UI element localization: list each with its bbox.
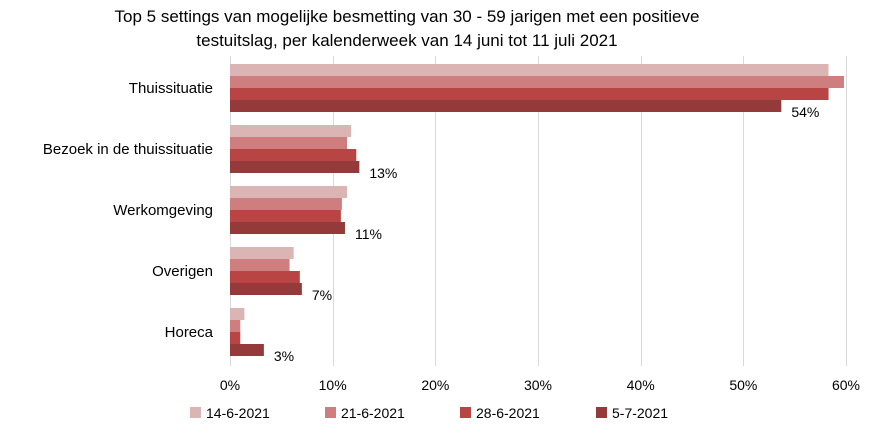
bar-3-0 [230, 247, 294, 259]
bar-2-1 [230, 198, 342, 210]
bar-1-2 [230, 149, 357, 161]
bar-3-2 [230, 271, 300, 283]
legend-label-3: 5-7-2021 [612, 405, 668, 421]
x-tick-label-5: 50% [729, 377, 757, 393]
x-tick-label-6: 60% [832, 377, 860, 393]
bar-2-3 [230, 222, 345, 234]
bar-3-3 [230, 283, 302, 295]
x-tick-label-3: 30% [524, 377, 552, 393]
legend-swatch-1 [325, 407, 336, 418]
category-label-3: Overigen [152, 263, 213, 280]
legend-label-0: 14-6-2021 [206, 405, 270, 421]
chart-title: Top 5 settings van mogelijke besmetting … [115, 7, 700, 50]
x-tick-label-1: 10% [319, 377, 347, 393]
bar-4-3 [230, 344, 264, 356]
data-label-0: 54% [791, 104, 819, 120]
legend-label-2: 28-6-2021 [476, 405, 540, 421]
bars [230, 64, 844, 356]
bar-3-1 [230, 259, 290, 271]
x-axis-tick-labels: 0% 10% 20% 30% 40% 50% 60% [220, 377, 860, 393]
bar-0-3 [230, 100, 782, 112]
legend-swatch-0 [190, 407, 201, 418]
legend-item-1: 21-6-2021 [325, 405, 405, 421]
category-label-2: Werkomgeving [113, 202, 213, 219]
bar-4-2 [230, 332, 241, 344]
bar-1-0 [230, 125, 352, 137]
legend-swatch-3 [596, 407, 607, 418]
data-labels: 54% 13% 11% 7% 3% [274, 104, 819, 364]
bar-1-3 [230, 161, 360, 173]
bar-0-1 [230, 76, 844, 88]
bar-2-0 [230, 186, 348, 198]
x-tick-label-4: 40% [627, 377, 655, 393]
bar-1-1 [230, 137, 348, 149]
chart-title-line-1: Top 5 settings van mogelijke besmetting … [115, 7, 700, 26]
legend-swatch-2 [460, 407, 471, 418]
category-label-1: Bezoek in de thuissituatie [43, 141, 213, 158]
category-labels: Thuissituatie Bezoek in de thuissituatie W… [43, 80, 214, 341]
legend-item-0: 14-6-2021 [190, 405, 270, 421]
x-tick-label-0: 0% [220, 377, 240, 393]
legend-item-3: 5-7-2021 [596, 405, 668, 421]
data-label-2: 11% [355, 226, 382, 242]
bar-0-2 [230, 88, 829, 100]
data-label-1: 13% [369, 165, 397, 181]
bar-2-2 [230, 210, 341, 222]
data-label-4: 3% [274, 348, 294, 364]
x-tick-label-2: 20% [421, 377, 449, 393]
category-label-0: Thuissituatie [129, 80, 213, 97]
data-label-3: 7% [312, 287, 332, 303]
bar-0-0 [230, 64, 829, 76]
category-label-4: Horeca [165, 324, 214, 341]
bar-4-0 [230, 308, 245, 320]
legend-label-1: 21-6-2021 [341, 405, 405, 421]
legend: 14-6-2021 21-6-2021 28-6-2021 5-7-2021 [190, 405, 668, 421]
chart-title-line-2: testuitslag, per kalenderweek van 14 jun… [196, 31, 617, 50]
legend-item-2: 28-6-2021 [460, 405, 540, 421]
bar-4-1 [230, 320, 241, 332]
